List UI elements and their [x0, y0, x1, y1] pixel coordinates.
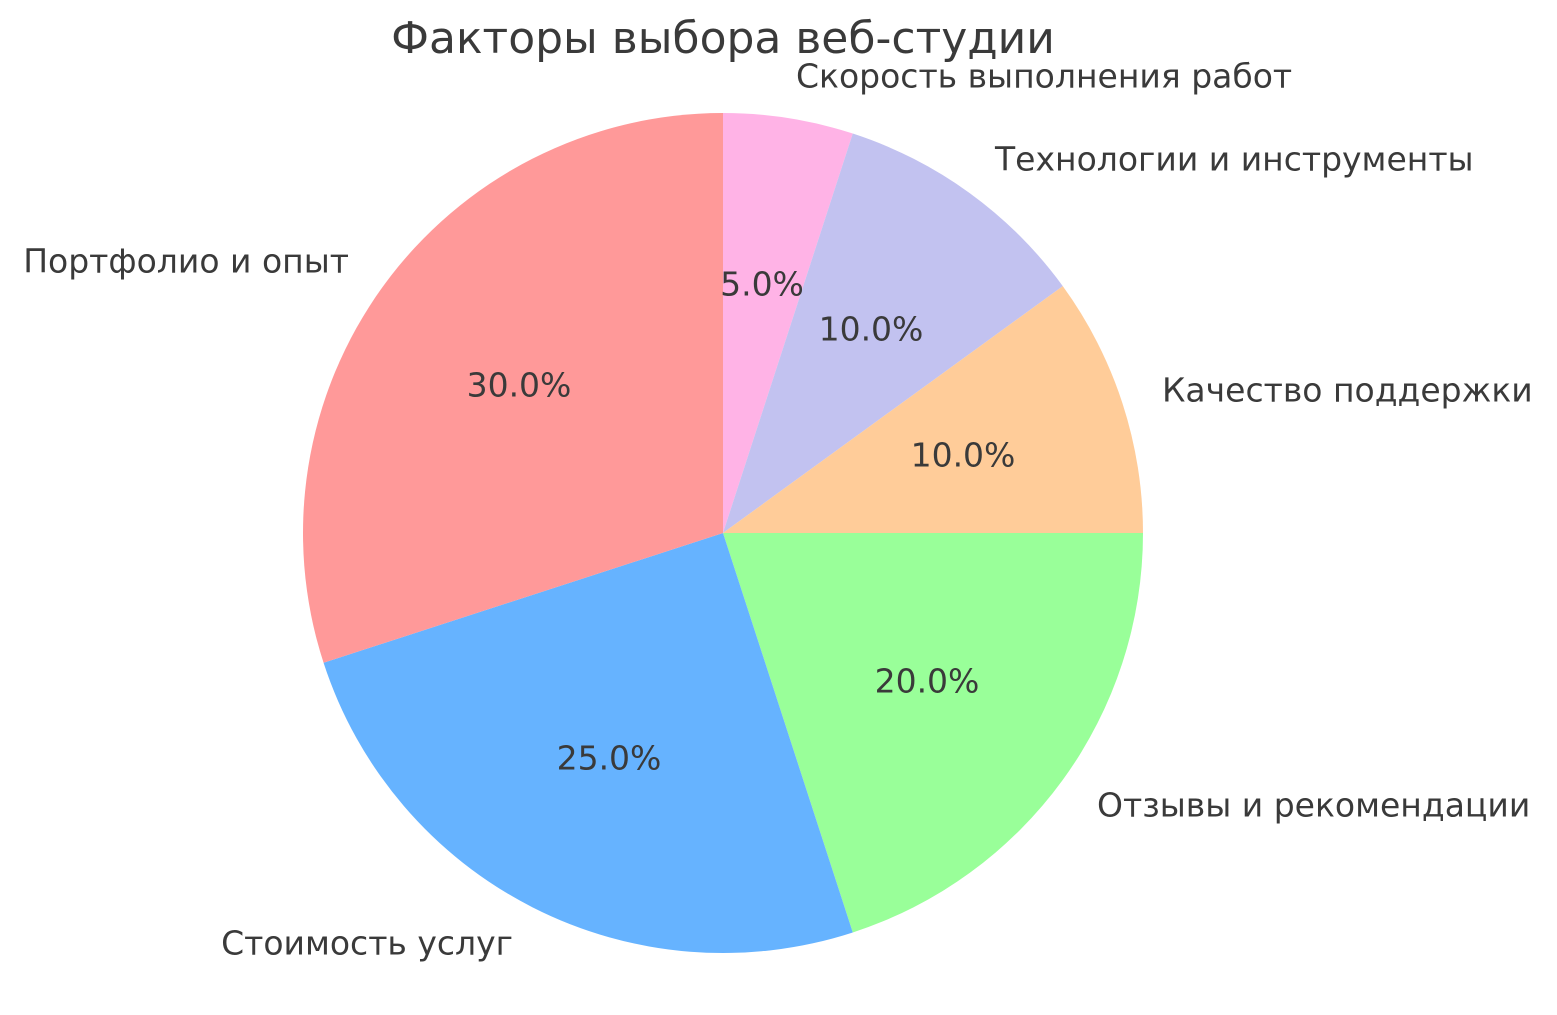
pie-slice-5: [303, 113, 723, 663]
slice-label-reviews: Отзывы и рекомендации: [1097, 785, 1531, 825]
pct-label-reviews: 20.0%: [874, 661, 980, 701]
pie-slice-1: [723, 133, 1063, 533]
pie-slice-0: [723, 113, 853, 533]
pct-label-cost: 25.0%: [556, 738, 662, 778]
pct-label-technologies: 10.0%: [818, 309, 924, 349]
slice-label-support-quality: Качество поддержки: [1162, 370, 1533, 410]
pie-slice-4: [323, 533, 853, 953]
pie-slice-3: [723, 533, 1143, 933]
slice-label-technologies: Технологии и инструменты: [995, 139, 1474, 179]
pct-label-portfolio: 30.0%: [466, 365, 572, 405]
chart-title: Факторы выбора веб-студии: [391, 13, 1055, 64]
slice-label-portfolio: Портфолио и опыт: [23, 241, 349, 281]
slice-label-cost: Стоимость услуг: [221, 923, 513, 963]
pie-slice-2: [723, 286, 1143, 533]
pct-label-support-quality: 10.0%: [910, 435, 1016, 475]
pct-label-speed: 5.0%: [720, 264, 804, 304]
slice-label-speed: Скорость выполнения работ: [796, 56, 1293, 96]
